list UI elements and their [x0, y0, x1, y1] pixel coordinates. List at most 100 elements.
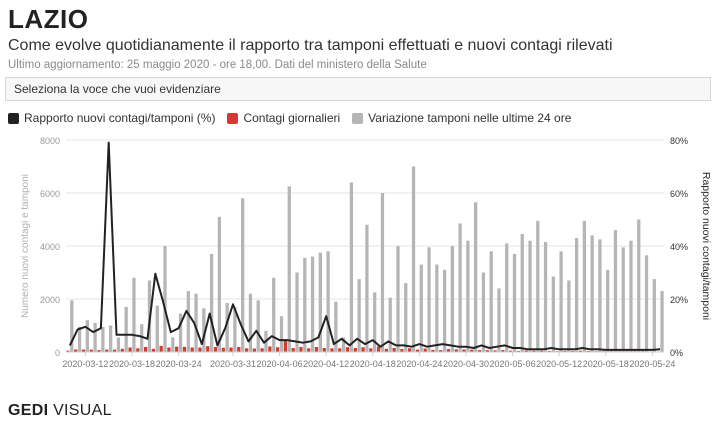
cases-bar — [89, 349, 93, 352]
tests-bar — [101, 326, 105, 352]
cases-bar — [159, 345, 163, 352]
cases-bar — [369, 348, 373, 352]
legend-swatch-ratio — [8, 112, 19, 124]
cases-bar — [128, 347, 132, 352]
tests-bar — [644, 255, 649, 352]
y-right-tick-label: 80% — [670, 136, 688, 146]
tests-bar — [116, 337, 121, 352]
cases-bar — [291, 348, 295, 352]
legend-item-cases[interactable]: Contagi giornalieri — [227, 111, 340, 125]
tests-bar — [279, 316, 284, 352]
y-right-tick-label: 0% — [670, 348, 683, 358]
tests-bar — [202, 308, 206, 352]
highlight-selector[interactable]: Seleziona la voce che vuoi evidenziare — [5, 77, 711, 101]
tests-bar — [109, 325, 113, 352]
tests-bar — [442, 269, 447, 352]
cases-bar — [524, 350, 528, 352]
tests-bar — [427, 247, 431, 352]
x-tick-label: 2020-04-24 — [396, 359, 442, 369]
legend-swatch-tests — [352, 112, 364, 124]
cases-bar — [182, 346, 187, 352]
y-right-tick-label: 60% — [670, 189, 688, 199]
cases-bar — [276, 347, 280, 352]
tests-bar — [140, 324, 144, 352]
tests-bar — [233, 306, 237, 352]
tests-bar — [225, 302, 229, 352]
tests-bar — [520, 234, 524, 352]
cases-bar — [307, 348, 311, 352]
tests-bar — [613, 230, 618, 352]
x-tick-label: 2020-05-18 — [583, 359, 629, 369]
cases-bar — [439, 350, 443, 352]
tests-bar — [310, 256, 315, 352]
cases-bar — [516, 350, 521, 352]
cases-bar — [167, 347, 171, 352]
tests-bar — [411, 166, 416, 352]
tests-bar — [590, 235, 594, 352]
cases-bar — [532, 350, 536, 352]
cases-bar — [540, 350, 544, 352]
tests-bar — [334, 301, 338, 352]
tests-bar — [186, 291, 190, 352]
cases-bar — [112, 349, 117, 352]
cases-bar — [299, 346, 303, 352]
tests-bar — [543, 242, 548, 352]
y-tick-label: 4000 — [40, 242, 60, 252]
tests-bar — [497, 288, 501, 352]
tests-bar — [536, 220, 540, 352]
y-right-axis-title: Rapporto nuovi contagi/tamponi — [700, 172, 712, 320]
x-tick-label: 2020-04-06 — [257, 359, 303, 369]
tests-bar — [194, 293, 198, 352]
cases-bar — [563, 350, 567, 352]
tests-bar — [256, 300, 260, 352]
cases-bar — [400, 349, 404, 352]
cases-bar — [384, 348, 388, 352]
tests-bar — [404, 283, 408, 352]
tests-bar — [574, 238, 579, 352]
chart-subtitle: Come evolve quotidianamente il rapporto … — [8, 37, 613, 54]
y-right-tick-label: 40% — [670, 242, 688, 252]
cases-bar — [322, 348, 326, 352]
cases-bar — [408, 348, 412, 352]
cases-bar — [190, 347, 194, 352]
x-tick-label: 2020-05-12 — [536, 359, 582, 369]
cases-bar — [415, 349, 420, 352]
tests-bar — [419, 264, 423, 352]
tests-bar — [380, 193, 385, 352]
legend-item-tests[interactable]: Variazione tamponi nelle ultime 24 ore — [352, 111, 571, 125]
cases-bar — [485, 350, 489, 352]
cases-bar — [470, 349, 474, 352]
cases-bar — [143, 346, 148, 352]
tests-bar — [435, 264, 439, 352]
x-tick-label: 2020-04-12 — [303, 359, 349, 369]
tests-bar — [171, 337, 175, 352]
tests-bar — [155, 305, 159, 352]
y-tick-label: 8000 — [40, 136, 60, 146]
tests-bar — [505, 243, 509, 352]
tests-bar — [178, 313, 183, 352]
x-tick-label: 2020-03-12 — [62, 359, 108, 369]
cases-bar — [392, 348, 396, 352]
selector-placeholder: Seleziona la voce che vuoi evidenziare — [14, 82, 221, 96]
cases-bar — [353, 348, 357, 352]
tests-bar — [85, 320, 89, 352]
cases-bar — [446, 349, 451, 352]
tests-bar — [388, 297, 392, 352]
y-axis-title: Numero nuovi contagi e tamponi — [20, 174, 31, 318]
y-tick-label: 2000 — [40, 295, 60, 305]
cases-bar — [175, 346, 179, 352]
tests-bar — [458, 223, 462, 352]
brand-logo: GEDI VISUAL — [8, 402, 112, 420]
legend-item-ratio[interactable]: Rapporto nuovi contagi/tamponi (%) — [8, 111, 215, 125]
cases-bar — [244, 348, 249, 352]
tests-bar — [450, 246, 454, 352]
tests-bar — [326, 251, 330, 352]
tests-bar — [559, 251, 563, 352]
cases-bar — [508, 350, 513, 352]
legend-label-ratio: Rapporto nuovi contagi/tamponi (%) — [24, 111, 216, 125]
tests-bar — [163, 246, 167, 352]
cases-bar — [66, 350, 70, 352]
cases-bar — [229, 347, 233, 352]
tests-bar — [629, 240, 633, 352]
tests-bar — [357, 279, 361, 352]
